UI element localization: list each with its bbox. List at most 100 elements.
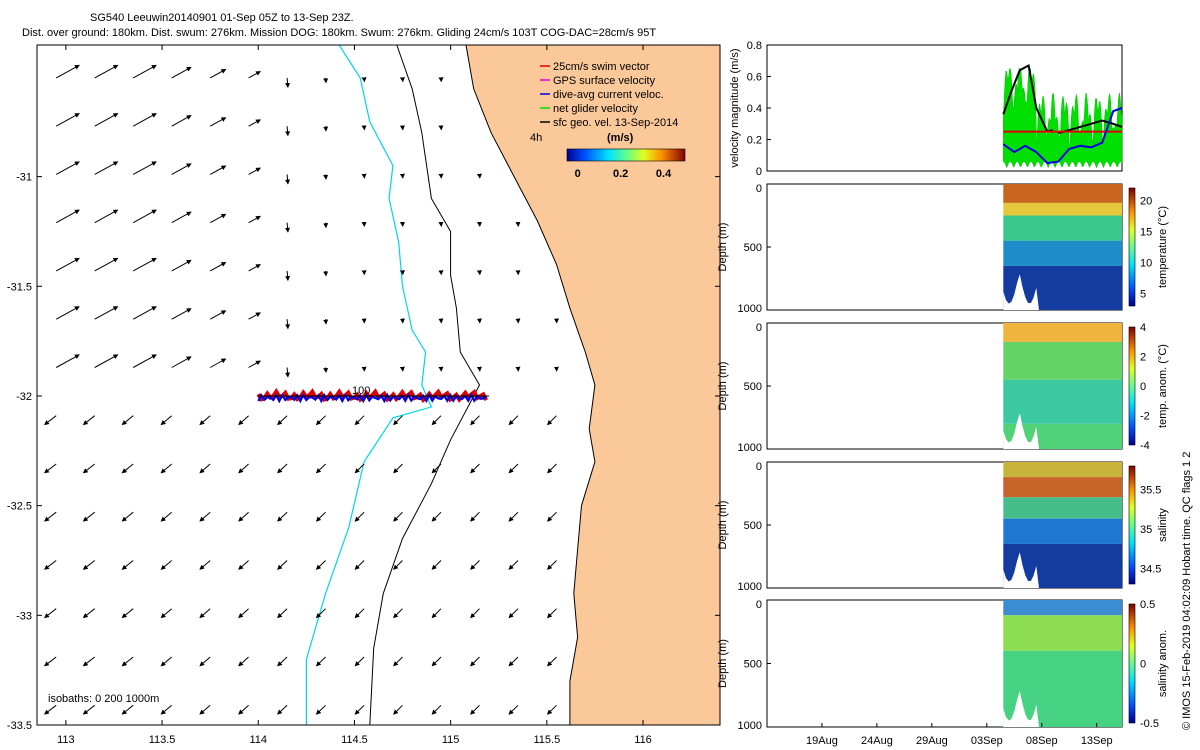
current-vector — [248, 167, 261, 175]
current-vector — [470, 704, 480, 715]
colorbar-unit-label: (m/s) — [607, 132, 634, 144]
section-ylabel: Depth (m) — [717, 223, 729, 272]
current-vector — [248, 71, 261, 79]
current-vector — [285, 367, 291, 378]
current-vector — [82, 463, 96, 474]
current-vector — [94, 113, 119, 127]
current-vector — [285, 270, 291, 282]
current-vector — [44, 415, 57, 426]
y-tick-label: 1000 — [738, 720, 762, 732]
current-vector — [238, 463, 249, 474]
current-vector — [285, 126, 291, 137]
current-vector — [277, 415, 288, 426]
current-vector — [393, 608, 403, 619]
current-vector — [248, 119, 261, 127]
current-vector — [354, 415, 365, 426]
y-tick-label: 1000 — [738, 581, 762, 593]
velocity-series — [1002, 63, 1123, 165]
section-colorbar — [1128, 465, 1136, 585]
colorbar-tick-label: 0.2 — [613, 168, 628, 180]
current-vector — [209, 69, 227, 79]
current-vector — [238, 511, 249, 522]
section-depth-band — [1003, 341, 1122, 380]
current-vector — [44, 511, 57, 522]
colorbar-tick-label: 0 — [1140, 381, 1146, 393]
current-vector — [315, 415, 326, 426]
current-vector — [248, 312, 261, 320]
y-tick-label: 0 — [756, 599, 762, 611]
current-vector — [393, 415, 403, 426]
x-tick-label: 24Aug — [861, 735, 893, 747]
x-tick-label: 08Sep — [1026, 735, 1058, 747]
current-vector — [160, 608, 173, 619]
current-vector — [209, 117, 227, 127]
section-depth-band — [1003, 379, 1122, 424]
current-vector — [209, 165, 227, 175]
current-vector — [171, 115, 192, 127]
current-vector — [431, 560, 442, 570]
current-vector — [55, 64, 80, 79]
current-vector — [94, 257, 119, 272]
current-vector — [82, 704, 96, 715]
section-depth-band — [1003, 215, 1122, 241]
current-vector — [431, 415, 442, 426]
current-vector — [470, 656, 480, 667]
y-tick-label: 500 — [744, 242, 762, 254]
x-tick-label: 13Sep — [1081, 735, 1113, 747]
current-vector — [94, 306, 119, 320]
colorbar-tick-label: 0 — [575, 168, 581, 180]
velocity-panel: 0 0.2 0.4 0.6 0.8 velocity magnitude (m/s) — [729, 40, 1123, 178]
section-ylabel: Depth (m) — [717, 639, 729, 688]
current-vector — [277, 463, 288, 474]
x-tick-label: 03Sep — [971, 735, 1003, 747]
current-vector — [55, 354, 80, 368]
y-tick-label: -31 — [16, 172, 32, 184]
current-vector — [431, 463, 442, 474]
current-vector — [546, 656, 557, 667]
section-depth-band — [1003, 240, 1122, 266]
y-tick-label: 500 — [744, 659, 762, 671]
section-depth-band — [1003, 497, 1122, 519]
colorbar-tick-label: 4 — [1140, 322, 1146, 334]
current-vector — [94, 209, 119, 224]
current-vector — [238, 608, 249, 619]
current-vector — [470, 463, 480, 474]
current-vector — [132, 161, 157, 175]
current-vector — [199, 560, 211, 570]
land-area — [466, 45, 720, 725]
x-tick-label: 115 — [442, 734, 460, 746]
section-colorbar-label: temp. anom. (°C) — [1157, 344, 1169, 428]
legend-extra-4h: 4h — [530, 132, 542, 144]
colorbar-tick-label: -4 — [1140, 440, 1150, 452]
current-vector — [277, 511, 288, 522]
legend-label: 25cm/s swim vector — [553, 61, 650, 73]
y-tick-label: 1000 — [738, 442, 762, 454]
velocity-axis-ticks: 0 0.2 0.4 0.6 0.8 — [747, 40, 771, 178]
current-vector — [121, 463, 134, 474]
current-vector — [354, 656, 365, 667]
current-vector — [55, 113, 80, 127]
current-vector — [44, 463, 57, 474]
velocity-series-line — [1002, 107, 1123, 165]
current-vector — [44, 704, 57, 715]
y-tick-label: -31.5 — [7, 281, 32, 293]
current-vector — [44, 560, 57, 570]
current-vector — [132, 113, 157, 127]
colorbar-tick-label: 0.4 — [656, 168, 672, 180]
map-colorbar — [566, 148, 686, 162]
colorbar-tick-label: 20 — [1140, 195, 1152, 207]
current-vector — [354, 463, 365, 474]
current-vector — [248, 360, 261, 368]
legend-item-swim-vector: 25cm/s swim vector — [540, 61, 650, 73]
track-label: 100 — [352, 385, 370, 397]
colorbar-tick-label: 10 — [1140, 258, 1152, 270]
y-tick-label: 0.4 — [747, 103, 762, 115]
current-vector — [354, 560, 365, 570]
section-ylabel: Depth (m) — [717, 362, 729, 411]
current-vector — [238, 415, 249, 426]
current-vector — [171, 163, 192, 175]
current-vector — [508, 560, 519, 570]
isobath-1000m — [369, 45, 481, 725]
current-vector — [315, 704, 326, 715]
